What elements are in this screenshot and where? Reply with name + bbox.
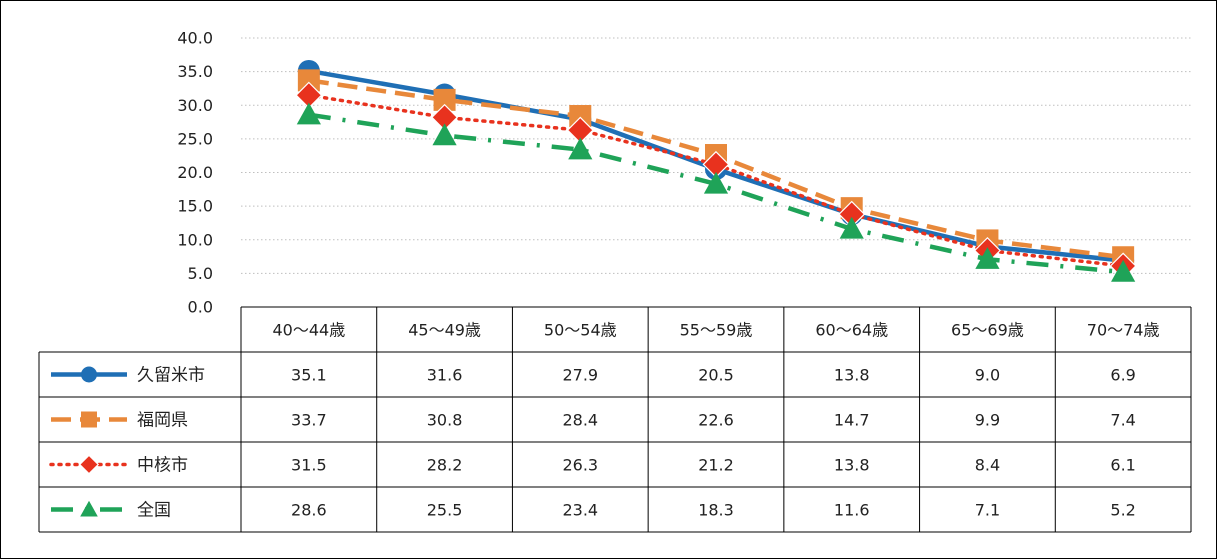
y-axis-ticks: 0.0 5.0 10.0 15.0 20.0 25.0 30.0 35.0 40.0 (177, 29, 213, 317)
data-point (703, 171, 729, 194)
data-label: 28.6 (291, 501, 327, 520)
data-label: 31.5 (291, 456, 327, 475)
legend-label: 福岡県 (137, 411, 188, 431)
y-tick-label: 20.0 (177, 163, 213, 182)
data-label: 26.3 (562, 456, 598, 475)
y-tick-label: 0.0 (188, 298, 213, 317)
data-label: 13.8 (834, 366, 870, 385)
y-tick-label: 10.0 (177, 230, 213, 249)
data-label: 27.9 (562, 366, 598, 385)
data-label: 7.1 (975, 501, 1000, 520)
data-point (568, 137, 593, 160)
legend-label: 中核市 (137, 456, 188, 476)
legend-row: 福岡県 (51, 411, 188, 431)
x-category-label: 70～74歳 (1087, 321, 1160, 340)
data-point (296, 102, 321, 125)
x-category-label: 55～59歳 (680, 321, 753, 340)
data-table: 40～44歳 45～49歳 50～54歳 55～59歳 60～64歳 65～69歳 70～7… (38, 306, 1192, 533)
legend-row: 久留米市 (51, 366, 205, 386)
legend-marker (81, 366, 97, 383)
data-label: 5.2 (1110, 501, 1135, 520)
legend-row: 全国 (51, 501, 171, 521)
legend-marker (80, 500, 98, 517)
data-label: 23.4 (562, 501, 598, 520)
x-category-label: 40～44歳 (272, 321, 345, 340)
y-tick-label: 40.0 (177, 29, 213, 48)
data-point (433, 88, 456, 111)
data-label: 6.9 (1110, 366, 1135, 385)
y-tick-label: 5.0 (188, 264, 213, 283)
data-label: 7.4 (1110, 411, 1135, 430)
y-tick-label: 35.0 (177, 62, 213, 81)
y-tick-label: 30.0 (177, 96, 213, 115)
data-point (432, 123, 457, 146)
data-label: 14.7 (834, 411, 870, 430)
data-label: 28.2 (427, 456, 463, 475)
data-label: 25.5 (427, 501, 463, 520)
data-label: 20.5 (698, 366, 734, 385)
data-label: 28.4 (562, 411, 598, 430)
legend-label: 久留米市 (137, 366, 205, 386)
legend-marker (78, 454, 100, 475)
x-category-label: 45～49歳 (408, 321, 481, 340)
data-point (839, 216, 864, 239)
data-label: 6.1 (1110, 456, 1135, 475)
legend-row: 中核市 (49, 454, 188, 476)
data-label: 31.6 (427, 366, 463, 385)
data-point (975, 247, 1000, 269)
data-point (297, 69, 320, 92)
data-point (569, 105, 592, 128)
data-label: 9.0 (975, 366, 1000, 385)
data-label: 13.8 (834, 456, 870, 475)
data-label: 9.9 (975, 411, 1000, 430)
data-label: 22.6 (698, 411, 734, 430)
series-4 (296, 102, 1136, 282)
y-tick-label: 25.0 (177, 129, 213, 148)
legend-label: 全国 (137, 501, 171, 521)
data-label: 8.4 (975, 456, 1000, 475)
data-label: 30.8 (427, 411, 463, 430)
legend-marker (81, 411, 97, 428)
x-category-label: 50～54歳 (544, 321, 617, 340)
data-label: 11.6 (834, 501, 870, 520)
data-label: 21.2 (698, 456, 734, 475)
data-label: 18.3 (698, 501, 734, 520)
data-label: 35.1 (291, 366, 327, 385)
data-point (1111, 259, 1136, 282)
y-tick-label: 15.0 (177, 197, 213, 216)
x-category-label: 60～64歳 (815, 321, 888, 340)
x-category-label: 65～69歳 (951, 321, 1024, 340)
data-label: 33.7 (291, 411, 327, 430)
